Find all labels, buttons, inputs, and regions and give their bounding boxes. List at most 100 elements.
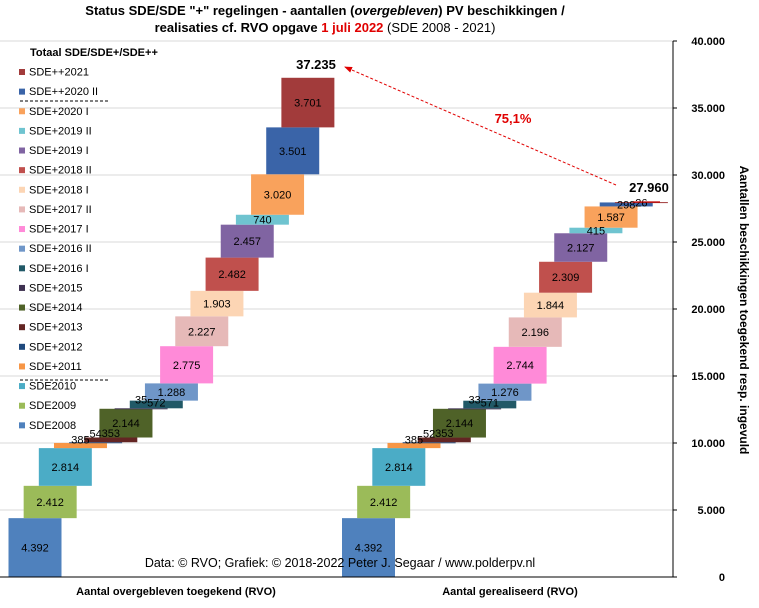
legend-entry: SDE++2020 II: [29, 86, 98, 98]
bar-value-label: 2.144: [112, 418, 140, 430]
total-label-gerealiseerd: 27.960: [629, 180, 669, 195]
legend-entry: SDE2009: [29, 400, 76, 412]
legend-swatch: [19, 402, 25, 409]
bar-segment: [554, 233, 608, 262]
bar-value-label: 2.309: [552, 272, 580, 284]
bar-segment: [493, 346, 547, 384]
x-category-label-2: Aantal gerealiseerd (RVO): [442, 586, 578, 598]
bar-segment: [539, 261, 593, 293]
legend-entry: SDE+2012: [29, 341, 83, 353]
bar-segment: [205, 257, 259, 291]
legend-swatch: [19, 186, 25, 193]
bar-value-label: 415: [587, 225, 605, 237]
legend-entry: SDE2008: [29, 420, 76, 432]
legend-entry: SDE+2016 II: [29, 243, 92, 255]
bar-value-label: 2.412: [36, 497, 64, 509]
bar-segment: [432, 408, 486, 438]
y-tick-label: 15.000: [691, 371, 725, 383]
y-tick-label: 35.000: [691, 103, 725, 115]
bar-value-label: 353: [435, 428, 453, 440]
legend-swatch: [19, 226, 25, 233]
y-tick-label: 30.000: [691, 170, 725, 182]
legend-entry: SDE+2016 I: [29, 263, 89, 275]
chart-title-line-2: realisaties cf. RVO opgave 1 juli 2022 (…: [155, 20, 496, 35]
bar-segment: [144, 383, 198, 401]
y-tick-label: 10.000: [691, 438, 725, 450]
bar-segment: [342, 518, 395, 577]
bar-value-label: 4.392: [21, 543, 49, 555]
bar-value-label: 3.501: [279, 146, 307, 158]
bar-segment: [235, 214, 289, 225]
bar-segment: [417, 437, 471, 443]
bar-segment: [190, 290, 244, 317]
bar-segment: [84, 437, 138, 443]
bar-segment: [23, 485, 77, 519]
legend-swatch: [19, 69, 25, 75]
legend-swatch: [19, 147, 25, 154]
legend-title: Totaal SDE/SDE+/SDE++: [30, 47, 158, 59]
percentage-label: 75,1%: [495, 111, 532, 126]
bar-segment: [569, 227, 623, 234]
bar-segment: [99, 408, 153, 438]
bar-segment: [69, 442, 123, 444]
bar-value-label: 3.020: [264, 190, 292, 202]
bar-segment: [129, 400, 183, 409]
bar-value-label: 2.744: [506, 360, 534, 372]
legend-entry: SDE+2019 I: [29, 145, 89, 157]
bar-segment: [175, 316, 229, 347]
legend-entry: SDE+2018 II: [29, 165, 92, 177]
legend-entry: SDE2010: [29, 381, 76, 393]
bar-segment: [478, 383, 532, 401]
y-tick-label: 5.000: [697, 505, 725, 517]
bar-value-label: 2.457: [233, 236, 261, 248]
bar-segment: [357, 485, 411, 519]
legend-swatch: [19, 422, 25, 429]
bar-segment: [160, 346, 214, 384]
legend-entry: SDE+2020 I: [29, 106, 89, 118]
legend-swatch: [19, 127, 25, 134]
percentage-arrow: [344, 66, 617, 186]
y-tick-label: 40.000: [691, 36, 725, 48]
bar-segment: [53, 442, 107, 449]
legend-entry: SDE+2013: [29, 322, 83, 334]
bar-value-label: 2.412: [370, 497, 398, 509]
legend-entry: SDE+2017 II: [29, 204, 92, 216]
bar-segment: [387, 442, 441, 449]
bar-value-label: 1.288: [158, 387, 186, 399]
legend-swatch: [19, 383, 25, 390]
bar-segment: [114, 408, 168, 410]
bar-value-label: 1.276: [491, 387, 519, 399]
bar-value-label: 2.814: [52, 462, 80, 474]
bar-value-label: 353: [102, 428, 120, 440]
bar-value-label: 2.482: [218, 269, 246, 281]
bar-value-label: 385: [71, 435, 89, 447]
y-tick-label: 0: [719, 572, 725, 584]
x-category-label-1: Aantal overgebleven toegekend (RVO): [76, 586, 276, 598]
bar-segment: [8, 518, 62, 577]
legend-entry: SDE++2021: [29, 67, 89, 79]
legend-swatch: [19, 324, 25, 331]
legend-swatch: [19, 206, 25, 213]
legend-swatch: [19, 343, 25, 350]
bar-value-label: 54: [90, 429, 102, 441]
bar-segment: [281, 77, 335, 128]
bar-value-label: 2.196: [521, 327, 549, 339]
legend: SDE++2021 SDE++2020 II SDE+2020 I SDE+2019 …: [19, 67, 98, 432]
credit-text: Data: © RVO; Grafiek: © 2018-2022 Peter …: [145, 556, 535, 570]
y-axis-label: Aantallen beschikkingen toegekend resp. …: [737, 166, 751, 455]
bar-value-label: 1.903: [203, 299, 231, 311]
bar-segment: [402, 442, 456, 444]
bar-segment: [463, 400, 517, 409]
bar-segment: [584, 206, 638, 228]
bar-value-label: 26: [635, 197, 647, 209]
bar-segment: [523, 292, 577, 318]
legend-swatch: [19, 167, 25, 174]
y-tick-label: 25.000: [691, 237, 725, 249]
y-axis: 0 5.000 10.000 15.000 20.000 25.000 30.000 35.0…: [0, 36, 725, 584]
legend-entry: SDE+2019 II: [29, 125, 92, 137]
legend-swatch: [19, 88, 25, 95]
bar-value-label: 4.392: [355, 543, 383, 555]
legend-entry: SDE+2017 I: [29, 224, 89, 236]
bar-segment: [266, 127, 320, 175]
